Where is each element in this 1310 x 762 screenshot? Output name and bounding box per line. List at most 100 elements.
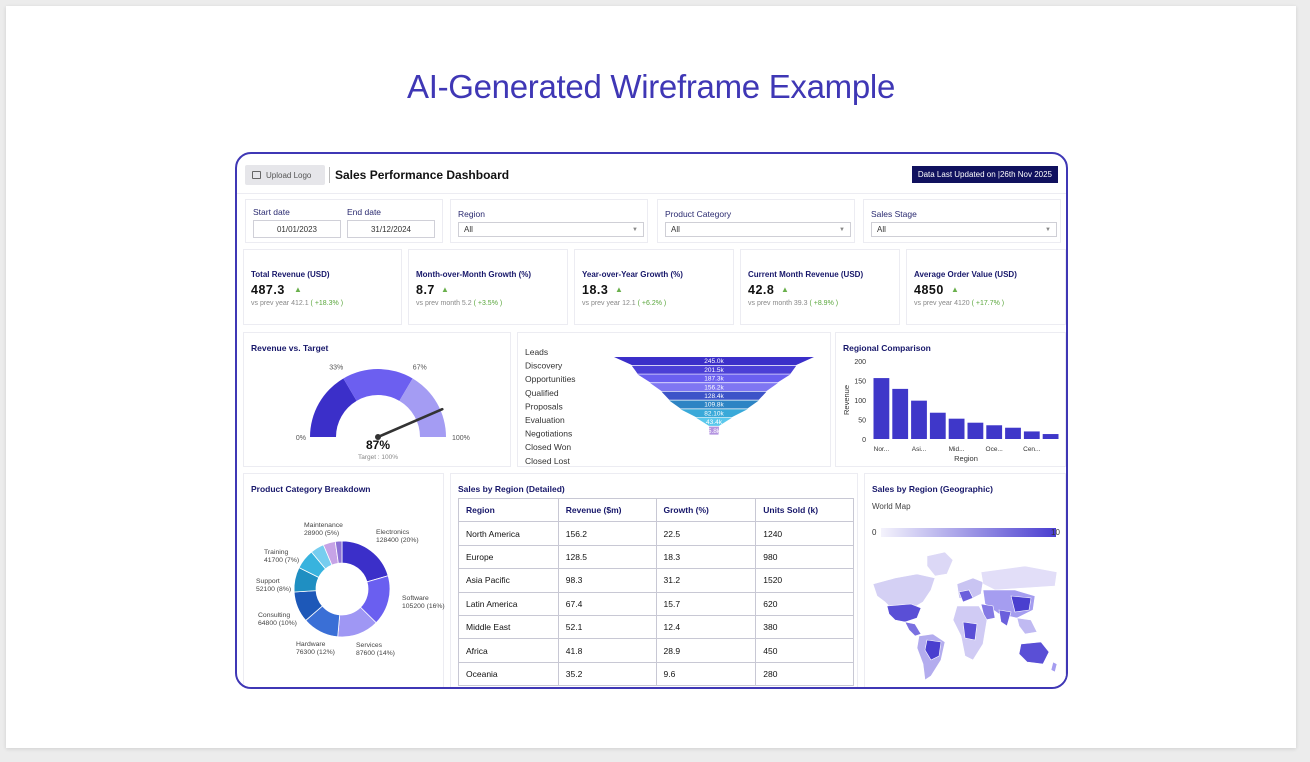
kpi-change: ( +8.9% ) — [809, 300, 839, 307]
table-cell: 156.2 — [557, 521, 657, 546]
triangle-up-icon: ▲ — [294, 285, 302, 294]
table-header-units[interactable]: Units Sold (k) — [755, 497, 854, 523]
chevron-down-icon: ▼ — [1045, 227, 1051, 233]
kpi-change: ( +18.3% ) — [310, 300, 344, 307]
kpi-comparison-text: vs prev month 39.3 — [748, 300, 808, 307]
funnel-stage-label: Proposals — [525, 401, 563, 411]
dashboard-header: Upload Logo Sales Performance Dashboard … — [237, 154, 1066, 194]
kpi-value: 42.8 — [748, 283, 775, 297]
table-row[interactable]: North America 156.2 22.5 1240 — [458, 521, 854, 546]
category-filter-label: Product Category — [665, 209, 732, 219]
gauge-band-2 — [399, 378, 446, 437]
table-cell: Asia Pacific — [458, 568, 559, 593]
gauge-target: Target : 100% — [358, 454, 398, 461]
table-cell: 31.2 — [655, 568, 757, 593]
gauge-band-1 — [343, 369, 413, 401]
table-header-growth[interactable]: Growth (%) — [655, 497, 757, 523]
table-cell: 620 — [755, 591, 854, 616]
bar[interactable] — [1005, 427, 1021, 439]
donut-label-name: Software — [402, 595, 429, 602]
bar-chart: 0 50 100 150 200 Nor... Asi... Mid... Oce... Cen.… — [842, 359, 1059, 463]
regional-comparison-card: Regional Comparison 0 50 100 150 200 Nor... As… — [835, 332, 1066, 467]
map-region-russia — [980, 565, 1058, 591]
region-select[interactable]: All ▼ — [458, 222, 644, 237]
stage-select-value: All — [877, 225, 886, 234]
bar[interactable] — [911, 400, 927, 439]
gauge-title: Revenue vs. Target — [251, 343, 329, 353]
table-cell: 980 — [755, 544, 854, 570]
table-row[interactable]: Africa 41.8 28.9 450 — [458, 638, 854, 663]
map-region-north-america — [872, 573, 936, 619]
donut-label-name: Electronics — [376, 529, 410, 536]
table-header-region[interactable]: Region — [458, 497, 559, 523]
bar[interactable] — [986, 425, 1003, 439]
kpi-change: ( +3.5% ) — [473, 300, 503, 307]
bar[interactable] — [967, 422, 984, 439]
gauge-needle-hub — [375, 434, 381, 440]
bar-y-axis-label: Revenue — [842, 385, 851, 415]
kpi-card-yoy-growth: Year-over-Year Growth (%) 18.3 ▲ vs prev… — [574, 249, 734, 325]
map-region-china — [1010, 595, 1032, 613]
table-row[interactable]: Oceania 35.2 9.6 280 — [458, 661, 854, 687]
bar[interactable] — [873, 378, 890, 439]
bar[interactable] — [1042, 434, 1059, 439]
world-map[interactable] — [865, 548, 1065, 688]
table-cell: 67.4 — [557, 591, 657, 616]
bar[interactable] — [948, 418, 965, 439]
bar[interactable] — [929, 412, 946, 439]
funnel-segment[interactable] — [614, 357, 814, 365]
donut-label-value: 76300 (12%) — [296, 649, 335, 656]
map-region-greenland — [926, 551, 954, 577]
bar-x-tick: Oce... — [986, 446, 1004, 453]
table-header-revenue[interactable]: Revenue ($m) — [557, 497, 657, 523]
table-row[interactable]: Asia Pacific 98.3 31.2 1520 — [458, 568, 854, 593]
table-row[interactable]: Middle East 52.1 12.4 380 — [458, 614, 854, 640]
kpi-card-current-month: Current Month Revenue (USD) 42.8 ▲ vs pr… — [740, 249, 900, 325]
start-date-input[interactable]: 01/01/2023 — [253, 220, 341, 238]
donut-label-value: 105200 (16%) — [402, 603, 445, 610]
table-cell: 15.7 — [655, 591, 757, 616]
kpi-label: Current Month Revenue (USD) — [748, 270, 864, 279]
table-cell: 35.2 — [557, 661, 657, 687]
funnel-segment[interactable] — [631, 365, 797, 374]
table-cell: Latin America — [458, 591, 559, 616]
donut-label-name: Consulting — [258, 612, 290, 619]
end-date-input[interactable]: 31/12/2024 — [347, 220, 435, 238]
donut-slice[interactable] — [341, 540, 389, 583]
funnel-segment[interactable] — [637, 374, 791, 383]
donut-slice[interactable] — [334, 540, 343, 564]
donut-label-value: 28900 (5%) — [304, 530, 339, 537]
funnel-segment[interactable] — [661, 391, 767, 400]
funnel-stage-label: Evaluation — [525, 415, 565, 425]
funnel-segment[interactable] — [709, 426, 719, 435]
funnel-segment[interactable] — [650, 383, 778, 392]
funnel-segment[interactable] — [680, 409, 748, 418]
category-select[interactable]: All ▼ — [665, 222, 851, 237]
table-row[interactable]: Europe 128.5 18.3 980 — [458, 544, 854, 570]
table-cell: 128.5 — [557, 544, 657, 570]
funnel-stage-label: Leads — [525, 347, 548, 357]
revenue-vs-target-card: Revenue vs. Target 0% 33% 67% 100% 87% Target… — [243, 332, 511, 467]
date-filter-card: Start date 01/01/2023 End date 31/12/202… — [245, 199, 443, 243]
table-cell: Europe — [458, 544, 559, 570]
stage-select[interactable]: All ▼ — [871, 222, 1057, 237]
bar-x-tick: Nor... — [874, 446, 890, 453]
funnel-stage-label: Negotiations — [525, 429, 572, 439]
upload-logo-label: Upload Logo — [266, 170, 312, 180]
funnel-value-label: 82.10k — [704, 410, 724, 417]
funnel-segment[interactable] — [669, 400, 759, 409]
bar-chart-title: Regional Comparison — [843, 343, 931, 353]
map-region-brazil — [924, 639, 942, 661]
funnel-value-label: 5.8k — [708, 428, 721, 435]
funnel-value-label: 43.4k — [706, 419, 723, 426]
table-cell: North America — [458, 521, 559, 546]
donut-label-value: 52100 (8%) — [256, 586, 291, 593]
kpi-value: 4850 — [914, 283, 944, 297]
gauge-tick-label: 100% — [452, 435, 470, 442]
bar[interactable] — [892, 388, 909, 439]
funnel-segment[interactable] — [696, 417, 732, 426]
upload-logo-button[interactable]: Upload Logo — [245, 165, 325, 185]
table-cell: 52.1 — [557, 614, 657, 640]
bar[interactable] — [1023, 431, 1040, 439]
table-row[interactable]: Latin America 67.4 15.7 620 — [458, 591, 854, 616]
